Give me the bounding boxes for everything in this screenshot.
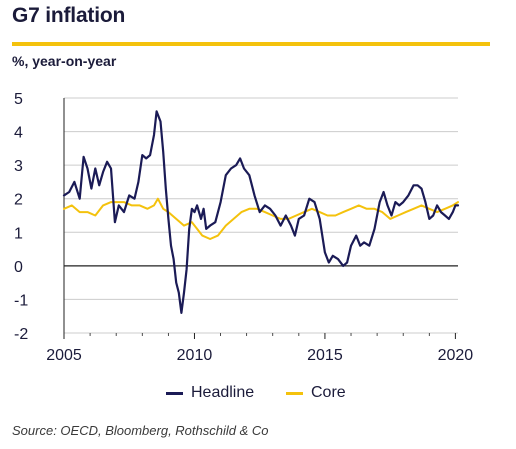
x-tick-label: 2010 [177, 347, 213, 364]
chart-legend: Headline Core [0, 384, 516, 404]
chart-subtitle: %, year-on-year [12, 53, 117, 69]
title-underline [12, 42, 490, 46]
chart-title: G7 inflation [12, 4, 126, 27]
y-tick-label: -2 [14, 326, 28, 343]
legend-label-headline: Headline [191, 384, 255, 401]
y-tick-label: 1 [14, 225, 23, 242]
legend-label-core: Core [311, 384, 346, 401]
x-tick-label: 2005 [46, 347, 82, 364]
y-tick-label: 3 [14, 158, 23, 175]
tick-labels: -2 -1 0 1 2 3 4 5 2005 2010 2015 2020 [14, 91, 473, 364]
legend-swatch-headline [166, 391, 183, 395]
source-note: Source: OECD, Bloomberg, Rothschild & Co [12, 423, 269, 438]
legend-item-headline: Headline [166, 384, 254, 402]
x-tick-label: 2020 [438, 347, 474, 364]
series-lines [62, 110, 460, 314]
series-line-headline [62, 110, 460, 314]
series-line-core [63, 197, 459, 240]
y-tick-label: 0 [14, 259, 23, 276]
x-tick-label: 2015 [307, 347, 343, 364]
y-tick-label: -1 [14, 292, 28, 309]
legend-item-core: Core [286, 384, 346, 402]
y-tick-label: 5 [14, 91, 23, 108]
axes [63, 98, 458, 339]
y-tick-label: 4 [14, 125, 23, 142]
legend-swatch-core [286, 391, 303, 395]
grid [64, 97, 458, 334]
inflation-line-chart: -2 -1 0 1 2 3 4 5 2005 2010 2015 2020 [14, 91, 473, 364]
y-tick-label: 2 [14, 192, 23, 209]
